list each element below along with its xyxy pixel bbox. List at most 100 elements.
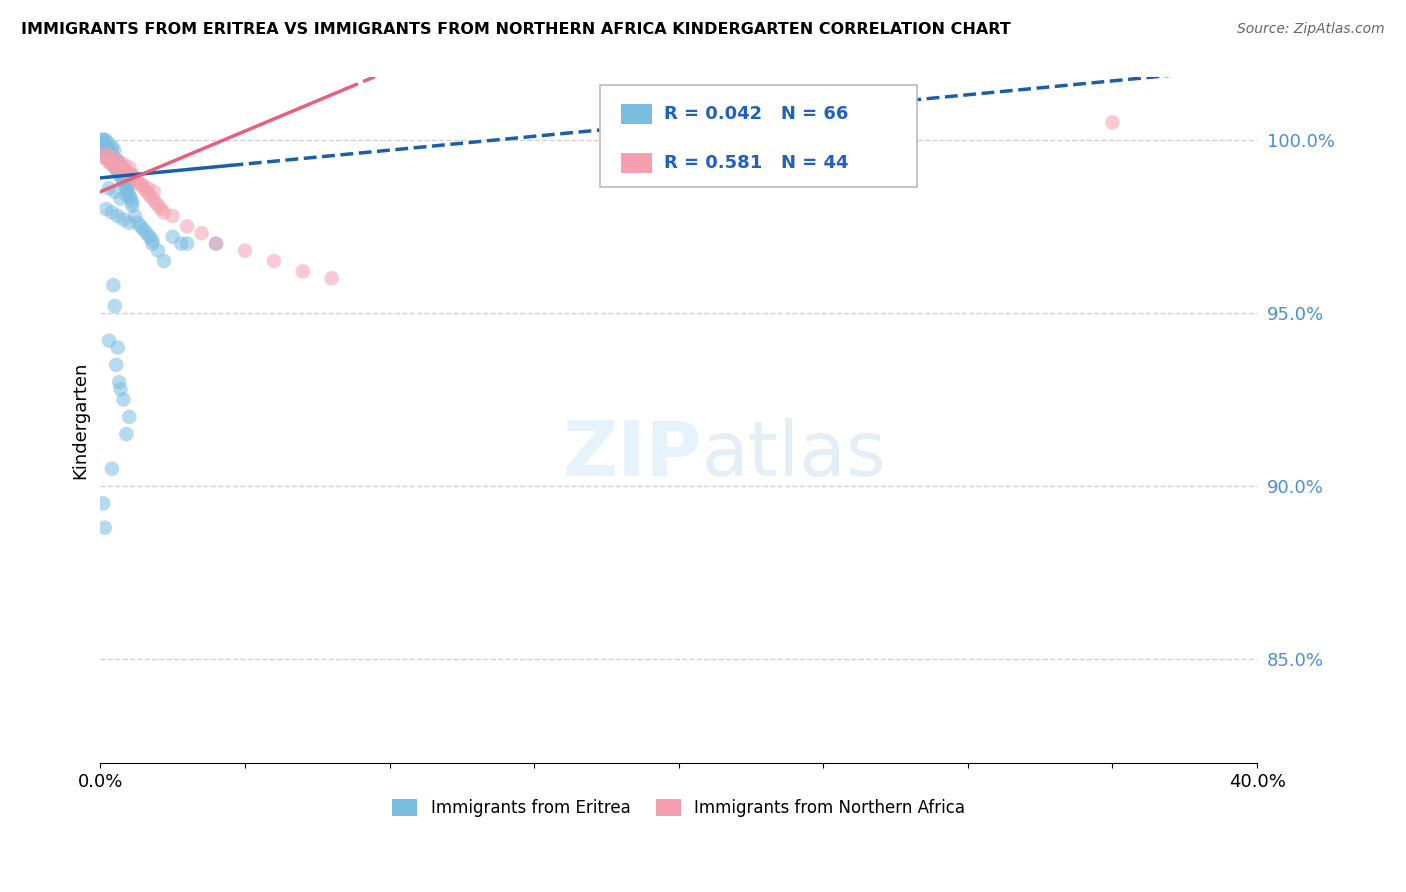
Point — [233, 244, 256, 258]
Point — [111, 161, 134, 175]
Point — [98, 153, 121, 168]
Point — [98, 143, 121, 157]
Point — [96, 139, 118, 153]
Point — [110, 164, 132, 178]
Point — [162, 229, 184, 244]
Point — [150, 202, 173, 216]
Point — [118, 161, 141, 175]
Point — [104, 161, 127, 175]
Point — [135, 185, 157, 199]
Point — [107, 209, 129, 223]
Point — [93, 139, 115, 153]
Point — [132, 181, 155, 195]
Point — [120, 168, 142, 182]
Point — [91, 496, 114, 510]
Point — [90, 139, 112, 153]
Point — [118, 409, 141, 424]
Point — [104, 185, 127, 199]
Point — [104, 299, 127, 313]
Point — [129, 219, 152, 234]
Point — [93, 150, 115, 164]
Point — [110, 170, 132, 185]
Point — [205, 236, 228, 251]
Point — [91, 133, 114, 147]
Point — [129, 178, 152, 192]
Point — [103, 143, 125, 157]
Point — [121, 195, 143, 210]
Point — [114, 164, 136, 178]
Point — [112, 392, 135, 407]
Point — [101, 139, 124, 153]
Point — [105, 161, 128, 175]
Point — [111, 164, 134, 178]
Point — [108, 375, 131, 389]
Point — [118, 188, 141, 202]
Point — [205, 236, 228, 251]
Point — [97, 153, 120, 168]
Point — [148, 198, 170, 212]
Text: ZIP: ZIP — [562, 417, 702, 491]
Point — [114, 178, 136, 192]
Point — [118, 178, 141, 192]
Point — [97, 146, 120, 161]
Point — [94, 143, 117, 157]
Point — [132, 223, 155, 237]
Point — [115, 174, 138, 188]
Point — [112, 157, 135, 171]
Point — [105, 164, 128, 178]
Point — [135, 227, 157, 241]
Point — [97, 136, 120, 151]
Point — [104, 157, 127, 171]
Point — [136, 181, 159, 195]
Point — [110, 382, 132, 396]
Point — [104, 153, 127, 168]
Point — [138, 229, 160, 244]
Point — [93, 136, 115, 151]
Point — [153, 254, 176, 268]
Point — [115, 427, 138, 442]
Point — [115, 164, 138, 178]
Point — [94, 146, 117, 161]
Point — [110, 192, 132, 206]
Point — [148, 244, 170, 258]
Point — [107, 153, 129, 168]
Point — [190, 227, 212, 241]
Point — [94, 202, 117, 216]
Point — [1101, 115, 1123, 129]
Point — [138, 188, 160, 202]
Point — [115, 181, 138, 195]
Point — [141, 233, 163, 247]
Point — [108, 157, 131, 171]
Point — [153, 205, 176, 219]
Point — [117, 185, 139, 199]
Point — [93, 521, 115, 535]
Point — [101, 157, 124, 171]
Point — [101, 150, 124, 164]
Point — [112, 212, 135, 227]
Point — [131, 178, 153, 192]
Point — [117, 168, 139, 182]
Point — [115, 188, 138, 202]
Point — [321, 271, 343, 285]
Point — [141, 192, 163, 206]
Point — [107, 341, 129, 355]
Point — [105, 358, 128, 372]
Point — [108, 161, 131, 175]
Point — [176, 236, 198, 251]
Point — [101, 205, 124, 219]
Legend: Immigrants from Eritrea, Immigrants from Northern Africa: Immigrants from Eritrea, Immigrants from… — [385, 792, 972, 823]
Point — [124, 170, 146, 185]
Point — [103, 157, 125, 171]
Point — [114, 170, 136, 185]
Text: atlas: atlas — [702, 417, 887, 491]
Point — [98, 181, 121, 195]
Point — [110, 161, 132, 175]
Text: R = 0.042   N = 66: R = 0.042 N = 66 — [664, 105, 848, 123]
Point — [291, 264, 314, 278]
Point — [105, 157, 128, 171]
Text: IMMIGRANTS FROM ERITREA VS IMMIGRANTS FROM NORTHERN AFRICA KINDERGARTEN CORRELAT: IMMIGRANTS FROM ERITREA VS IMMIGRANTS FR… — [21, 22, 1011, 37]
Point — [162, 209, 184, 223]
Point — [176, 219, 198, 234]
Point — [91, 150, 114, 164]
Point — [121, 198, 143, 212]
